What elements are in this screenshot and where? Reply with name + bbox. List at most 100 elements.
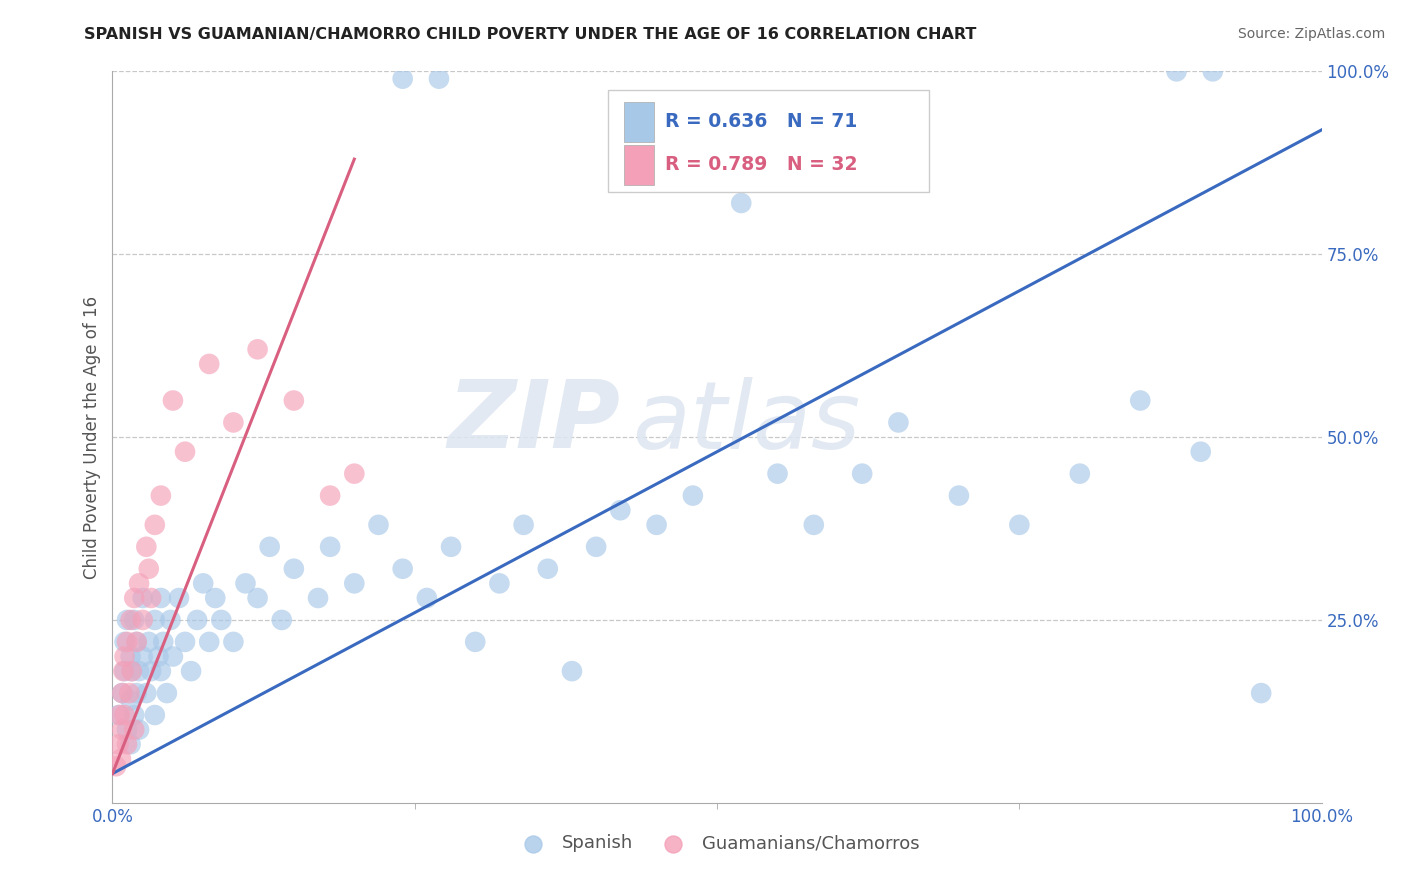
Point (1189, 444, 1212, 458)
Point (118, 686, 141, 700)
Point (135, 686, 157, 700)
Point (120, 613, 142, 627)
Point (730, 196, 752, 211)
Point (851, 467, 873, 481)
FancyBboxPatch shape (624, 145, 654, 185)
Point (162, 649, 184, 664)
Point (343, 576, 366, 591)
Point (174, 444, 197, 458)
Point (125, 686, 148, 700)
Point (143, 613, 166, 627)
Point (132, 591, 155, 605)
Point (180, 664, 202, 678)
Point (112, 664, 135, 678)
Point (111, 686, 134, 700)
Point (122, 708, 145, 723)
Point (209, 613, 232, 627)
Point (1069, 467, 1091, 481)
Point (110, 752, 132, 766)
Point (167, 591, 190, 605)
Point (120, 737, 142, 751)
Point (141, 591, 163, 605)
Point (128, 576, 150, 591)
Point (152, 635, 174, 649)
Point (259, 540, 281, 554)
Point (803, 517, 825, 532)
Point (270, 613, 292, 627)
Legend: Spanish, Guamanians/Chamorros: Spanish, Guamanians/Chamorros (508, 827, 927, 860)
Point (115, 737, 138, 751)
Point (115, 635, 138, 649)
Point (1129, 393, 1152, 408)
Point (156, 686, 179, 700)
Point (198, 635, 221, 649)
Point (115, 723, 138, 737)
Point (141, 664, 163, 678)
Text: R = 0.636   N = 71: R = 0.636 N = 71 (665, 112, 858, 131)
Text: R = 0.789   N = 32: R = 0.789 N = 32 (665, 155, 858, 174)
Point (585, 540, 607, 554)
Point (391, 562, 413, 576)
Point (427, 71, 450, 86)
Point (135, 540, 157, 554)
Point (391, 71, 413, 86)
Point (682, 489, 704, 503)
Point (138, 562, 160, 576)
Point (198, 357, 221, 371)
Point (128, 723, 150, 737)
Point (1008, 517, 1031, 532)
Point (1166, 64, 1188, 78)
Point (122, 613, 145, 627)
Text: ZIP: ZIP (447, 376, 620, 468)
Point (125, 635, 148, 649)
Point (191, 576, 214, 591)
Point (114, 649, 136, 664)
Point (307, 591, 329, 605)
Point (148, 649, 170, 664)
FancyBboxPatch shape (609, 90, 929, 192)
Point (122, 723, 145, 737)
Point (120, 649, 142, 664)
Point (319, 540, 342, 554)
Point (132, 649, 155, 664)
Point (114, 664, 136, 678)
Point (537, 562, 560, 576)
Point (367, 517, 389, 532)
Point (222, 635, 245, 649)
Point (107, 708, 129, 723)
Point (887, 416, 910, 430)
Point (107, 737, 129, 751)
Text: SPANISH VS GUAMANIAN/CHAMORRO CHILD POVERTY UNDER THE AGE OF 16 CORRELATION CHAR: SPANISH VS GUAMANIAN/CHAMORRO CHILD POVE… (84, 27, 977, 42)
Point (149, 664, 172, 678)
Point (128, 664, 150, 678)
Point (319, 489, 342, 503)
Point (948, 489, 970, 503)
Y-axis label: Child Poverty Under the Age of 16: Child Poverty Under the Age of 16 (83, 295, 101, 579)
Point (186, 613, 208, 627)
Point (149, 591, 172, 605)
Point (143, 708, 166, 723)
Point (111, 723, 134, 737)
Point (416, 591, 439, 605)
Point (222, 416, 245, 430)
Point (246, 591, 269, 605)
Point (105, 759, 128, 773)
Point (149, 489, 172, 503)
Point (162, 393, 184, 408)
Point (174, 635, 197, 649)
Point (121, 664, 143, 678)
Point (143, 517, 166, 532)
Point (464, 635, 486, 649)
Point (120, 693, 142, 707)
Point (645, 517, 668, 532)
Point (125, 635, 148, 649)
Point (114, 635, 136, 649)
Text: Source: ZipAtlas.com: Source: ZipAtlas.com (1237, 27, 1385, 41)
Point (488, 576, 510, 591)
Point (108, 708, 131, 723)
Point (246, 343, 269, 357)
Point (283, 393, 305, 408)
Point (132, 613, 155, 627)
Point (121, 664, 143, 678)
Point (1202, 64, 1225, 78)
